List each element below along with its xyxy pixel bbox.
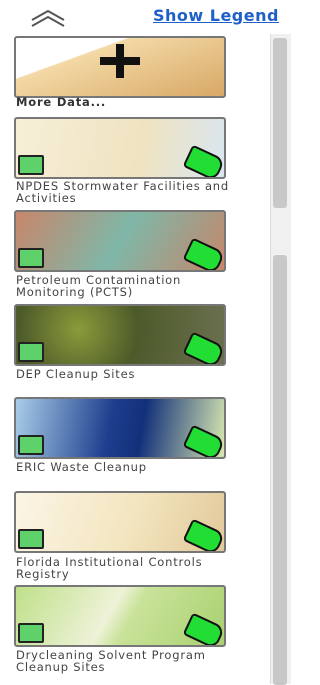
layer-thumbnail[interactable]	[14, 585, 226, 647]
layer-thumbnail[interactable]	[14, 117, 226, 179]
layer-thumbnail[interactable]	[14, 304, 226, 366]
visibility-checkbox[interactable]	[18, 248, 44, 268]
visibility-checkbox[interactable]	[18, 435, 44, 455]
plus-icon	[16, 38, 224, 96]
layer-label[interactable]: Petroleum Contamination Monitoring (PCTS…	[16, 274, 236, 298]
legend-tag[interactable]	[183, 519, 226, 553]
show-legend-link[interactable]: Show Legend	[153, 6, 279, 25]
scrollbar-track	[273, 255, 287, 685]
visibility-checkbox[interactable]	[18, 155, 44, 175]
layer-label[interactable]: ERIC Waste Cleanup	[16, 461, 236, 473]
layer-label[interactable]: More Data...	[16, 96, 236, 108]
layer-thumbnail[interactable]	[14, 397, 226, 459]
layer-label[interactable]: NPDES Stormwater Facilities and Activiti…	[16, 180, 236, 204]
visibility-checkbox[interactable]	[18, 342, 44, 362]
visibility-checkbox[interactable]	[18, 623, 44, 643]
layer-label[interactable]: DEP Cleanup Sites	[16, 368, 236, 380]
layer-panel: Show Legend More Data... NPDES Stormwate…	[0, 0, 301, 678]
legend-tag[interactable]	[183, 145, 226, 179]
collapse-chevron[interactable]	[30, 8, 66, 28]
layer-label[interactable]: Drycleaning Solvent Program Cleanup Site…	[16, 649, 236, 673]
layer-thumbnail[interactable]	[14, 491, 226, 553]
layer-thumbnail[interactable]	[14, 210, 226, 272]
legend-tag[interactable]	[183, 238, 226, 272]
visibility-checkbox[interactable]	[18, 529, 44, 549]
layer-thumbnail[interactable]	[14, 36, 226, 98]
legend-tag[interactable]	[183, 613, 226, 647]
layer-label[interactable]: Florida Institutional Controls Registry	[16, 556, 236, 580]
legend-tag[interactable]	[183, 332, 226, 366]
scrollbar-thumb[interactable]	[273, 38, 287, 208]
legend-tag[interactable]	[183, 425, 226, 459]
